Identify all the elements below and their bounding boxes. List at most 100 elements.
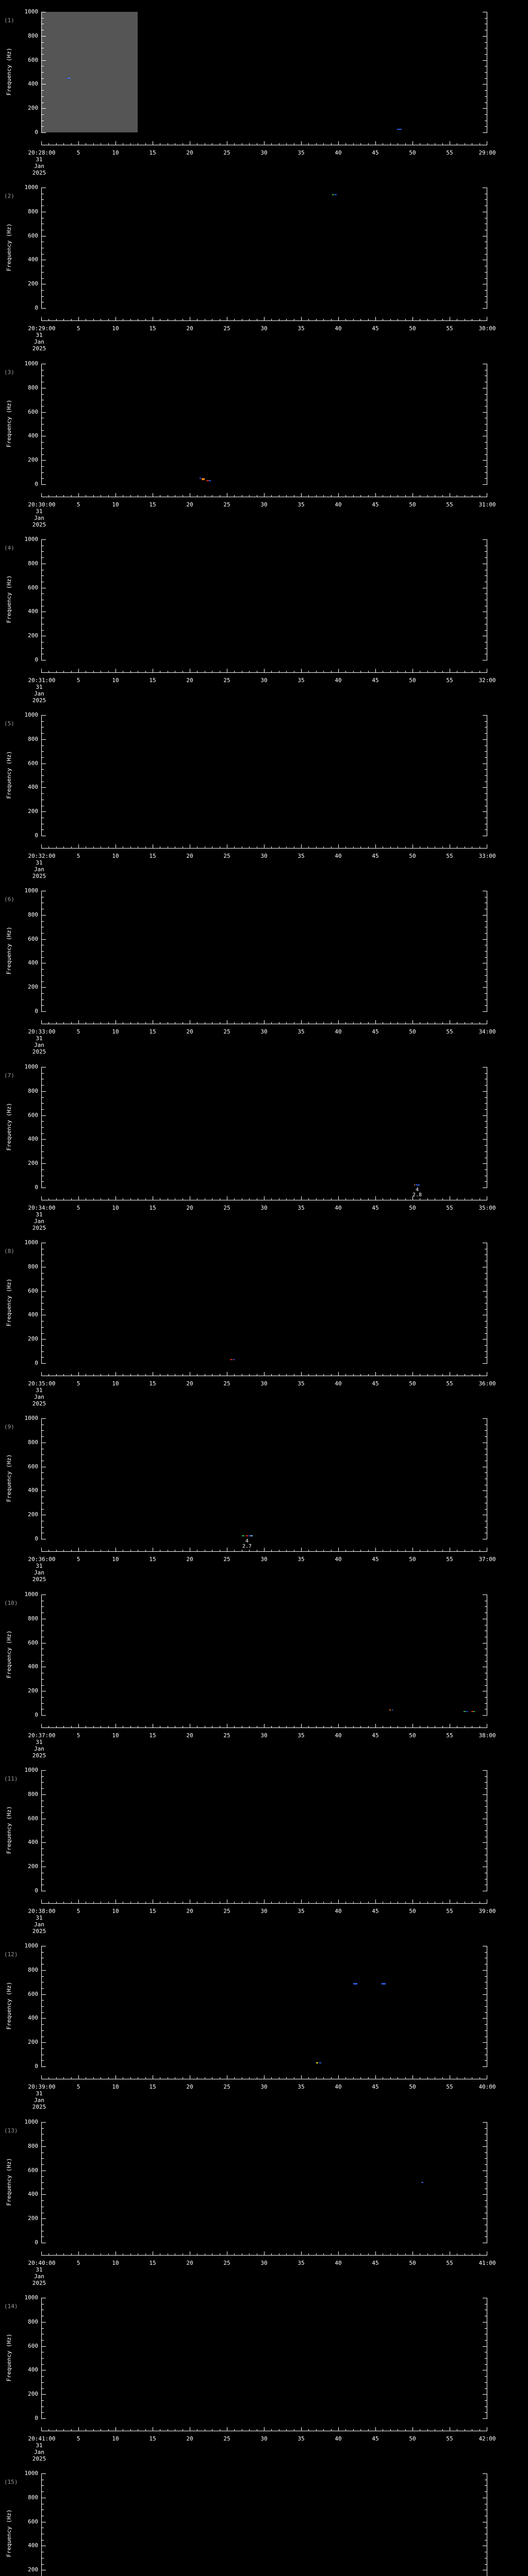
y-axis-left: [41, 1418, 42, 1539]
signal-speck: [316, 2062, 318, 2063]
y-axis-tick: [485, 18, 487, 19]
y-axis-tick: [485, 1472, 487, 1473]
signal-speck: [233, 1359, 235, 1360]
spectrogram-panel: 1000 800 600 400 200 0 Frequency (Hz) (11) 5 10 15…: [0, 1758, 528, 1935]
x-tick-label: 50: [409, 1556, 416, 1563]
y-axis-tick: [485, 793, 487, 794]
x-tick-label: 30: [260, 501, 268, 508]
x-axis-tick: [56, 1022, 57, 1024]
x-axis-tick: [264, 1724, 265, 1727]
y-axis-tick: [483, 2322, 487, 2323]
x-axis-tick: [234, 2253, 235, 2255]
x-tick-label: 15: [149, 2083, 156, 2090]
y-axis-title: Frequency (Hz): [6, 751, 12, 799]
x-axis-tick: [249, 1902, 250, 1903]
x-axis: [41, 2255, 487, 2256]
x-tick-label: 45: [372, 1908, 379, 1914]
y-axis-tick: [42, 751, 44, 752]
x-axis-tick: [405, 2077, 406, 2079]
x-axis-tick: [264, 1372, 265, 1376]
x-axis-tick: [48, 2077, 49, 2079]
y-tick-label: 200: [28, 2391, 38, 2397]
y-axis-tick: [483, 2042, 487, 2043]
y-axis-tick: [42, 2122, 46, 2123]
x-axis-tick: [41, 2075, 42, 2079]
date-line: 31: [36, 1211, 43, 1218]
y-axis-tick: [485, 96, 487, 97]
date-line: 31: [36, 1035, 43, 1042]
y-axis-tick: [485, 2340, 487, 2341]
y-axis-tick: [483, 1715, 487, 1716]
y-axis-tick: [485, 975, 487, 976]
y-axis-tick: [42, 1490, 46, 1491]
y-axis-tick: [42, 2030, 44, 2031]
x-axis-tick: [93, 1726, 94, 1727]
x-axis-tick: [271, 846, 272, 848]
y-axis-tick: [42, 2564, 44, 2565]
y-tick-label: 800: [28, 1439, 38, 1446]
x-tick-label: 25: [223, 149, 230, 156]
x-axis-tick: [264, 493, 265, 497]
x-axis-tick: [345, 1022, 346, 1024]
x-axis-tick: [316, 846, 317, 848]
y-axis-tick: [485, 1073, 487, 1074]
x-axis-tick: [301, 141, 302, 145]
x-axis-tick: [108, 1902, 109, 1903]
x-tick-label: 40: [335, 2260, 342, 2266]
y-axis-tick: [42, 933, 44, 934]
x-axis-tick: [338, 2251, 339, 2255]
y-axis-tick: [42, 775, 44, 776]
x-start-time-label: 20:33:00: [28, 1028, 56, 1035]
x-axis-tick: [264, 141, 265, 145]
y-axis-tick: [42, 442, 44, 443]
x-axis-tick: [442, 1374, 443, 1376]
y-axis-tick: [42, 448, 44, 449]
x-tick-label: 30: [260, 1556, 268, 1563]
date-line: 2025: [32, 1048, 46, 1055]
y-axis-tick: [483, 2146, 487, 2147]
x-axis-tick: [412, 141, 413, 145]
x-axis-tick: [345, 143, 346, 145]
y-axis-tick: [483, 2122, 487, 2123]
x-axis-tick: [71, 1022, 72, 1024]
x-tick-label: 20: [186, 1205, 193, 1211]
x-axis-tick: [130, 1022, 131, 1024]
date-line: 31: [36, 2090, 43, 2097]
x-axis-tick: [360, 1550, 361, 1551]
x-axis-tick: [130, 1550, 131, 1551]
x-tick-label: 25: [223, 2083, 230, 2090]
y-axis-title: Frequency (Hz): [6, 1454, 12, 1502]
x-axis-tick: [338, 1724, 339, 1727]
x-axis-tick: [234, 1550, 235, 1551]
x-axis-tick: [427, 1022, 428, 1024]
x-axis-date: 31 Jan 2025: [19, 684, 60, 704]
x-axis: [41, 848, 487, 849]
x-tick-label: 55: [446, 1732, 453, 1739]
date-line: Jan: [34, 1745, 44, 1752]
y-axis-tick: [485, 2012, 487, 2013]
x-tick-label: 30: [260, 1908, 268, 1914]
spectrogram-panel: 1000 800 600 400 200 0 Frequency (Hz) (1) 5 10 15 2…: [0, 0, 528, 177]
x-axis-tick: [338, 1372, 339, 1376]
x-axis-tick: [234, 1374, 235, 1376]
x-tick-label: 5: [76, 1205, 80, 1211]
x-tick-label: 15: [149, 325, 156, 332]
x-axis-tick: [338, 844, 339, 848]
x-tick-label: 5: [76, 677, 80, 684]
x-axis-tick: [331, 1374, 332, 1376]
x-axis-tick: [78, 1196, 79, 1200]
y-axis-tick: [42, 2473, 46, 2474]
y-tick-label: 200: [28, 1863, 38, 1870]
x-axis-tick: [345, 1198, 346, 1200]
x-axis-tick: [93, 2429, 94, 2431]
y-tick-label: 800: [28, 32, 38, 39]
y-tick-label: 200: [28, 1335, 38, 1342]
y-tick-label: 200: [28, 280, 38, 287]
x-axis-tick: [353, 1374, 354, 1376]
date-line: 2025: [32, 1576, 46, 1583]
x-axis-tick: [338, 1196, 339, 1200]
y-axis-tick: [485, 1005, 487, 1006]
y-axis-tick: [483, 1091, 487, 1092]
spectrogram-panel: 1000 800 600 400 200 0 Frequency (Hz) (13) 5 10 15…: [0, 2110, 528, 2287]
x-axis-date: 31 Jan 2025: [19, 1914, 60, 1935]
